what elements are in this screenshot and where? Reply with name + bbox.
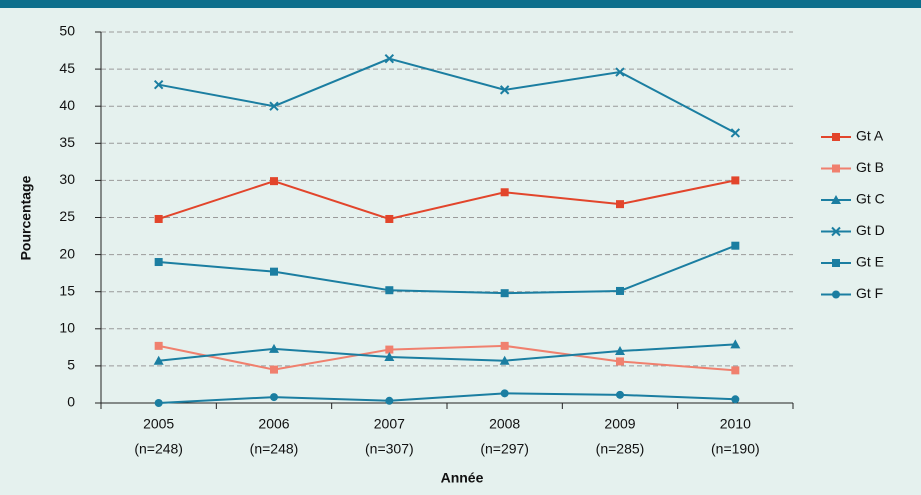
legend-label: Gt A — [856, 128, 884, 144]
x-tick-sublabel: (n=285) — [596, 441, 645, 457]
marker — [499, 355, 510, 365]
y-tick-label: 30 — [59, 171, 75, 187]
marker — [384, 351, 395, 361]
marker — [385, 396, 394, 405]
legend-item: Gt E — [821, 254, 884, 270]
legend-item: Gt F — [821, 285, 883, 301]
marker — [730, 128, 741, 138]
x-tick-sublabel: (n=190) — [711, 441, 760, 457]
marker — [385, 345, 394, 354]
y-axis-title: Pourcentage — [18, 175, 34, 260]
x-tick-sublabel: (n=248) — [250, 441, 299, 457]
marker — [731, 366, 740, 375]
marker — [832, 290, 840, 299]
series-line — [158, 343, 736, 362]
x-tick-sublabel: (n=248) — [134, 441, 183, 457]
marker — [831, 195, 841, 204]
marker — [616, 390, 624, 399]
marker — [500, 188, 509, 197]
series-line — [158, 244, 736, 295]
y-tick-label: 0 — [67, 394, 75, 410]
y-tick-label: 35 — [59, 134, 75, 150]
marker — [385, 286, 394, 295]
x-tick-sublabel: (n=307) — [365, 441, 414, 457]
x-tick-label: 2005 — [143, 416, 174, 432]
legend-label: Gt C — [856, 191, 885, 207]
y-tick-label: 15 — [59, 282, 75, 298]
marker — [154, 258, 163, 267]
y-tick-label: 5 — [67, 357, 75, 373]
marker — [832, 133, 840, 141]
marker — [616, 357, 624, 366]
marker — [615, 67, 625, 77]
series-line — [158, 392, 736, 404]
marker — [385, 214, 394, 223]
series-line — [158, 57, 736, 134]
legend-item: Gt C — [821, 191, 885, 207]
marker — [154, 214, 163, 223]
legend-label: Gt D — [856, 222, 885, 238]
marker — [832, 259, 840, 267]
marker — [270, 393, 278, 402]
x-tick-label: 2008 — [489, 416, 520, 432]
marker — [270, 365, 278, 374]
legend-item: Gt A — [821, 128, 884, 144]
marker — [499, 85, 510, 95]
marker — [269, 101, 279, 111]
marker — [731, 241, 740, 250]
legend-label: Gt B — [856, 159, 884, 175]
legend-label: Gt F — [856, 285, 883, 301]
marker — [616, 200, 624, 209]
y-tick-label: 25 — [59, 208, 75, 224]
marker — [270, 177, 278, 186]
marker — [500, 389, 509, 398]
marker — [731, 395, 740, 404]
marker — [616, 286, 624, 295]
marker — [154, 341, 163, 350]
y-tick-label: 45 — [59, 60, 75, 76]
marker — [500, 341, 509, 350]
x-tick-label: 2010 — [720, 416, 751, 432]
marker — [731, 176, 740, 185]
marker — [615, 346, 625, 356]
series-line — [158, 179, 736, 221]
marker — [500, 289, 509, 298]
y-tick-label: 50 — [59, 23, 75, 39]
marker — [154, 399, 163, 407]
series-line — [158, 344, 736, 372]
marker — [832, 164, 840, 173]
x-tick-label: 2006 — [258, 416, 289, 432]
marker — [153, 79, 164, 90]
x-tick-label: 2009 — [604, 416, 635, 432]
marker — [384, 54, 395, 64]
legend-item: Gt D — [821, 222, 885, 238]
x-axis-title: Année — [441, 470, 484, 486]
marker — [270, 267, 278, 276]
marker — [831, 226, 841, 237]
legend-item: Gt B — [821, 159, 884, 175]
legend-label: Gt E — [856, 254, 884, 270]
marker — [730, 339, 741, 349]
x-tick-label: 2007 — [374, 416, 405, 432]
y-tick-label: 40 — [59, 97, 75, 113]
y-tick-label: 10 — [59, 320, 75, 336]
marker — [153, 355, 164, 365]
top-band — [0, 0, 921, 8]
marker — [269, 343, 279, 353]
x-tick-sublabel: (n=297) — [480, 441, 529, 457]
y-tick-label: 20 — [59, 245, 75, 261]
